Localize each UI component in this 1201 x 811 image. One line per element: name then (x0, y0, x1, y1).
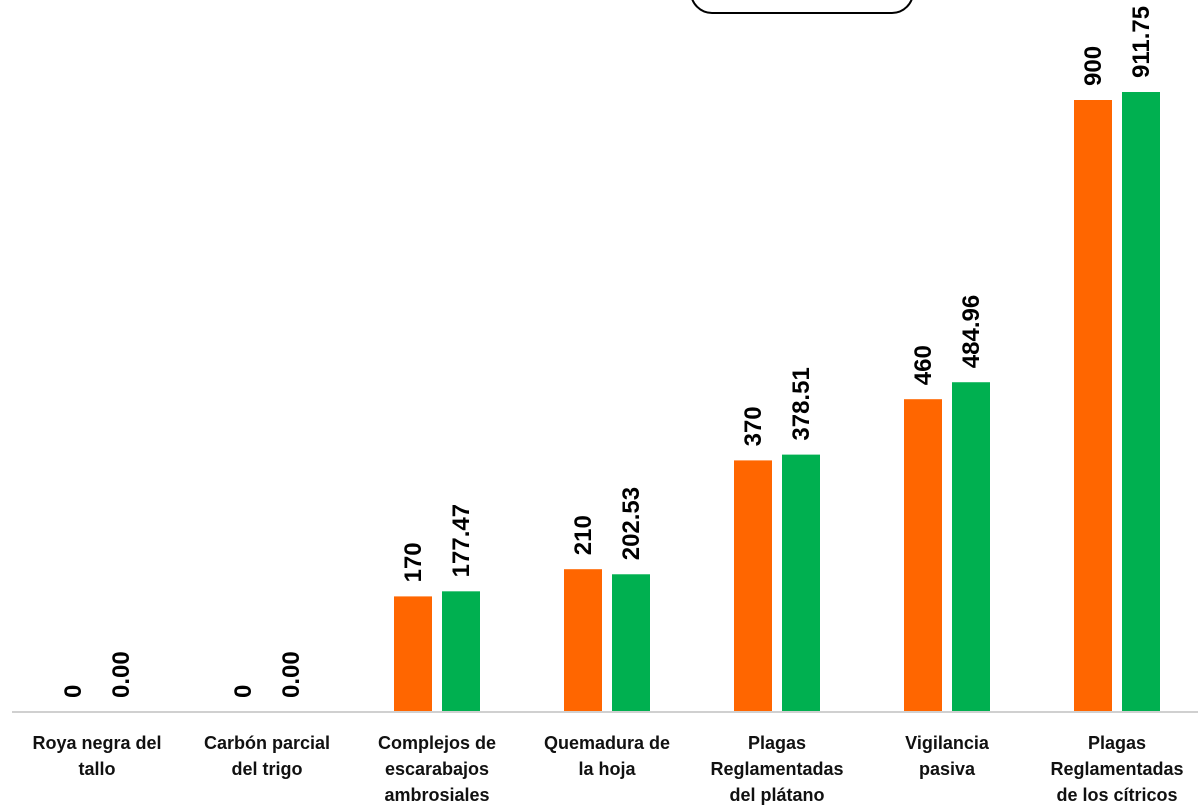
bar (782, 454, 820, 712)
data-label: 0.00 (108, 651, 135, 698)
data-label: 170 (400, 542, 427, 582)
bar (904, 399, 942, 712)
bar (394, 596, 432, 712)
data-label: 378.51 (788, 367, 815, 440)
bars-layer (394, 92, 1160, 712)
data-label: 911.75 (1128, 6, 1155, 78)
data-label: 900 (1080, 46, 1107, 86)
bar (1074, 100, 1112, 712)
bar (952, 382, 990, 712)
bar (1122, 92, 1160, 712)
value-labels-layer: 0 0.00 0 0.00 170 177.47 210 202.53 370 378.51 460… (60, 6, 1155, 698)
category-label: Carbón parcial del trigo (203, 733, 331, 779)
category-label: Plagas Reglamentadas del plátano (710, 733, 844, 805)
data-label: 370 (740, 406, 767, 446)
data-label: 202.53 (618, 487, 645, 560)
bar (442, 591, 480, 712)
category-label: Plagas Reglamentadas de los cítricos (1050, 733, 1184, 805)
bar (612, 574, 650, 712)
category-label: Roya negra del tallo (32, 733, 162, 779)
data-label: 484.96 (958, 295, 985, 368)
data-label: 0.00 (278, 651, 305, 698)
data-label: 0 (60, 685, 87, 698)
data-label: 0 (230, 685, 257, 698)
bar (734, 460, 772, 712)
bar (564, 569, 602, 712)
data-label: 460 (910, 345, 937, 385)
category-label: Quemadura de la hoja (543, 733, 671, 779)
data-label: 177.47 (448, 504, 475, 577)
category-label: Vigilancia pasiva (905, 733, 989, 779)
legend-box (690, 0, 914, 14)
category-label: Complejos de escarabajos ambrosiales (377, 733, 497, 805)
data-label: 210 (570, 515, 597, 555)
